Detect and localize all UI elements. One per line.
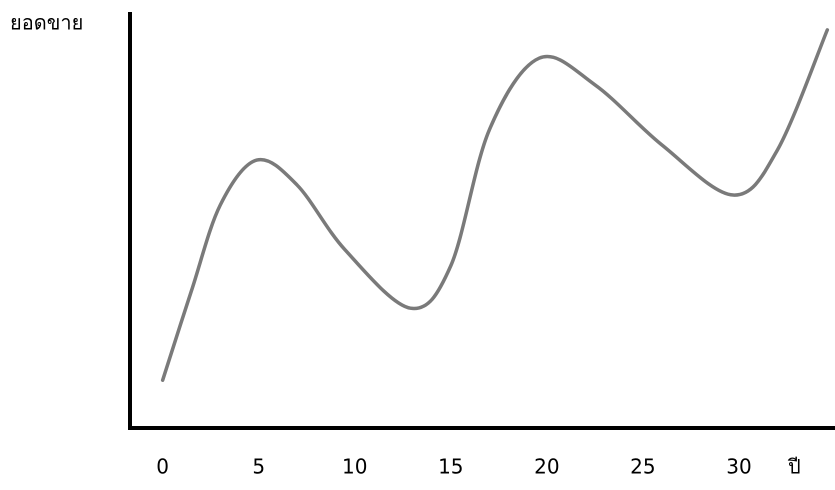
x-axis-label: ปี [788,455,801,479]
x-tick-label: 0 [156,455,169,479]
x-tick-label: 15 [438,455,463,479]
y-axis-label: ยอดขาย [10,11,83,35]
x-tick-label: 30 [726,455,751,479]
x-tick-label: 5 [252,455,265,479]
x-tick-label: 20 [534,455,559,479]
x-tick-label: 25 [630,455,655,479]
x-tick-label: 10 [342,455,367,479]
chart: ยอดขาย ปี 0 5 10 15 20 25 30 [0,0,835,486]
line [163,30,828,380]
